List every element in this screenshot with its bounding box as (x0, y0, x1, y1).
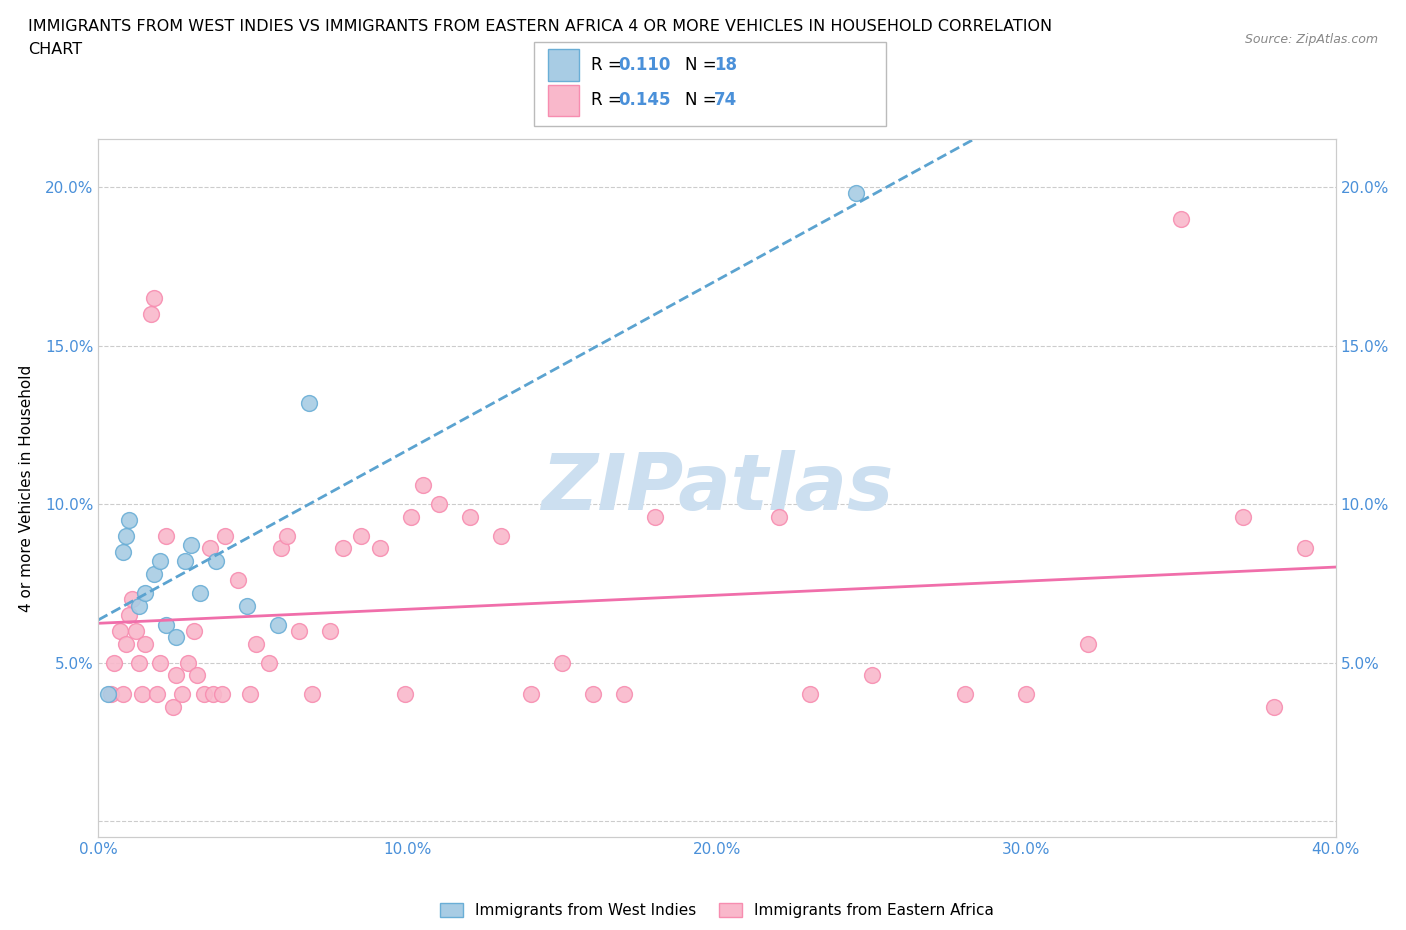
Point (551, 655, 574, 670)
Point (162, 699, 184, 714)
Point (489, 528, 512, 543)
Point (845, 186, 868, 201)
Point (112, 687, 135, 702)
Point (165, 668, 187, 683)
Point (644, 510, 666, 525)
Point (276, 528, 298, 543)
Point (214, 528, 236, 543)
Point (239, 687, 262, 702)
Point (128, 598, 150, 613)
Text: 0.110: 0.110 (619, 56, 671, 74)
Point (149, 553, 172, 568)
Point (149, 655, 172, 670)
Text: CHART: CHART (28, 42, 82, 57)
Point (139, 307, 162, 322)
Point (953, 687, 976, 702)
Text: N =: N = (685, 91, 721, 110)
Text: R =: R = (591, 91, 627, 110)
Point (190, 586, 212, 601)
Point (1015, 687, 1038, 702)
Point (582, 687, 605, 702)
Point (201, 687, 224, 702)
Point (1077, 636, 1099, 651)
Point (134, 636, 156, 651)
Point (103, 655, 125, 670)
Point (115, 636, 138, 651)
Point (198, 541, 221, 556)
Point (458, 510, 481, 525)
Point (100, 687, 122, 702)
Point (131, 687, 153, 702)
Text: Source: ZipAtlas.com: Source: ZipAtlas.com (1244, 33, 1378, 46)
Point (319, 623, 342, 638)
Point (860, 668, 883, 683)
Point (520, 687, 543, 702)
Point (1263, 699, 1285, 714)
Point (613, 687, 636, 702)
Legend: Immigrants from West Indies, Immigrants from Eastern Africa: Immigrants from West Indies, Immigrants … (434, 897, 1000, 924)
Point (205, 553, 228, 568)
Point (1294, 541, 1316, 556)
Point (118, 512, 141, 527)
Point (108, 623, 131, 638)
Point (155, 528, 177, 543)
Text: IMMIGRANTS FROM WEST INDIES VS IMMIGRANTS FROM EASTERN AFRICA 4 OR MORE VEHICLES: IMMIGRANTS FROM WEST INDIES VS IMMIGRANT… (28, 19, 1052, 33)
Point (399, 510, 422, 525)
Point (368, 541, 391, 556)
Point (211, 687, 233, 702)
Point (350, 528, 373, 543)
Point (768, 510, 790, 525)
Point (180, 538, 202, 552)
Point (226, 573, 249, 588)
Text: 74: 74 (714, 91, 738, 110)
Point (267, 618, 290, 632)
Point (799, 687, 821, 702)
Point (143, 566, 166, 581)
Point (165, 630, 187, 644)
Point (124, 623, 146, 638)
Point (134, 586, 156, 601)
Point (427, 497, 450, 512)
Point (1232, 510, 1254, 525)
Point (332, 541, 354, 556)
Point (128, 655, 150, 670)
Point (193, 687, 215, 702)
Point (170, 687, 193, 702)
Point (270, 541, 292, 556)
Point (257, 655, 280, 670)
Point (177, 655, 200, 670)
Text: 18: 18 (714, 56, 737, 74)
Point (97, 687, 120, 702)
Point (118, 607, 141, 622)
Point (112, 544, 135, 559)
Point (174, 553, 197, 568)
Point (288, 623, 311, 638)
Text: ZIPatlas: ZIPatlas (541, 450, 893, 526)
Point (394, 687, 416, 702)
Text: 0.145: 0.145 (619, 91, 671, 110)
Text: R =: R = (591, 56, 627, 74)
Point (301, 687, 323, 702)
Point (146, 687, 169, 702)
Point (155, 618, 177, 632)
Point (186, 668, 208, 683)
Y-axis label: 4 or more Vehicles in Household: 4 or more Vehicles in Household (20, 365, 34, 612)
Point (236, 598, 259, 613)
Point (121, 591, 143, 606)
Point (115, 528, 138, 543)
Point (143, 290, 166, 305)
Text: N =: N = (685, 56, 721, 74)
Point (412, 478, 434, 493)
Point (245, 636, 267, 651)
Point (1170, 211, 1192, 226)
Point (298, 395, 321, 410)
Point (183, 623, 205, 638)
